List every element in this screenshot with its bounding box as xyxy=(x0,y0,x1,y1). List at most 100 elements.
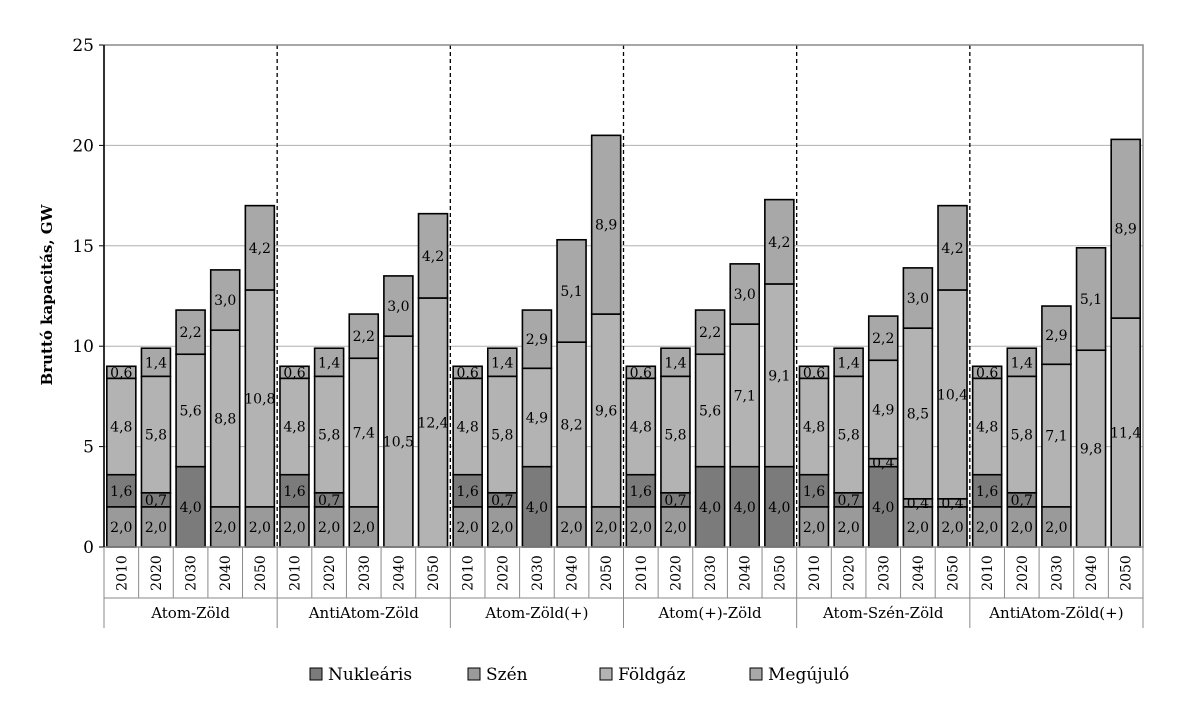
x-tick-label: 2020 xyxy=(842,555,858,591)
bar-segment xyxy=(625,365,657,380)
data-label: 9,1 xyxy=(768,368,790,384)
bar-segment xyxy=(764,198,795,285)
data-label: 2,0 xyxy=(1045,520,1067,536)
bar-segment xyxy=(1110,317,1141,548)
data-label: 1,6 xyxy=(283,484,305,500)
x-tick-label: 2010 xyxy=(461,555,477,591)
data-label: 10,8 xyxy=(244,391,275,407)
data-label: 2,0 xyxy=(595,520,617,536)
bar-segment xyxy=(660,347,691,378)
x-tick-label: 2040 xyxy=(391,555,407,591)
bar-segment xyxy=(279,377,310,476)
data-label: 4,2 xyxy=(768,235,790,251)
data-label: 5,8 xyxy=(664,428,686,444)
data-label: 2,0 xyxy=(283,520,305,536)
scenario-label: AntiAtom-Zöld(+) xyxy=(988,604,1123,622)
scenario-label: Atom-Zöld(+) xyxy=(484,604,588,622)
x-tick-label: 2030 xyxy=(184,555,200,591)
bar-segment xyxy=(279,365,310,380)
x-tick-label: 2040 xyxy=(565,555,581,591)
bars: 2,0 1,6 4,8 0,6 2,0 0,7 5,8 1,4 4,0 5,6 2,2 2,0 8,8 3… xyxy=(106,134,1141,548)
data-label: 4,0 xyxy=(872,500,894,516)
x-tick-label: 2020 xyxy=(495,555,511,591)
data-label: 4,8 xyxy=(110,420,132,436)
category-axis: 2010 2020 2030 2040 2050 Atom-Zöld 2010 2020 203… xyxy=(103,547,1144,628)
data-label: 11,4 xyxy=(1110,426,1141,442)
data-label: 4,8 xyxy=(630,420,652,436)
x-tick-label: 2030 xyxy=(1049,555,1065,591)
data-label: 3,0 xyxy=(387,299,409,315)
y-tick-label: 10 xyxy=(72,337,94,357)
data-label: 0,6 xyxy=(110,365,132,381)
data-label: 2,2 xyxy=(699,325,721,341)
data-label: 2,0 xyxy=(976,520,998,536)
x-tick-label: 2030 xyxy=(357,555,373,591)
data-label: 4,0 xyxy=(179,500,201,516)
data-label: 3,0 xyxy=(734,287,756,303)
data-label: 1,6 xyxy=(110,484,132,500)
x-tick-label: 2040 xyxy=(218,555,234,591)
data-label: 2,0 xyxy=(491,520,513,536)
data-label: 1,4 xyxy=(318,355,340,371)
data-label: 0,4 xyxy=(941,496,963,512)
bar-segment xyxy=(937,289,968,500)
bar-segment xyxy=(937,204,968,291)
x-tick-label: 2040 xyxy=(738,555,754,591)
data-label: 1,6 xyxy=(803,484,825,500)
bar-segment xyxy=(1006,375,1038,494)
bar-segment xyxy=(106,473,137,508)
data-label: 4,8 xyxy=(976,420,998,436)
bar-segment xyxy=(209,329,241,508)
x-tick-label: 2010 xyxy=(980,555,996,591)
data-label: 1,6 xyxy=(976,484,998,500)
data-label: 2,0 xyxy=(318,520,340,536)
data-label: 9,8 xyxy=(1080,442,1102,458)
data-label: 0,6 xyxy=(630,365,652,381)
bar-segment xyxy=(902,267,934,329)
data-label: 4,9 xyxy=(872,402,894,418)
x-tick-label: 2020 xyxy=(149,555,165,591)
bar-segment xyxy=(1110,138,1141,319)
data-label: 5,8 xyxy=(318,428,340,444)
x-tick-label: 2050 xyxy=(1119,555,1135,591)
bar-segment xyxy=(971,365,1003,380)
data-label: 8,5 xyxy=(907,406,929,422)
data-label: 2,0 xyxy=(907,520,929,536)
scenario-label: Atom(+)-Zöld xyxy=(658,604,762,622)
data-label: 8,2 xyxy=(560,418,582,434)
x-tick-label: 2010 xyxy=(634,555,650,591)
bar-segment xyxy=(694,309,726,356)
data-label: 4,8 xyxy=(283,420,305,436)
y-tick-label: 15 xyxy=(72,237,94,257)
data-label: 4,8 xyxy=(457,420,479,436)
data-label: 1,4 xyxy=(145,355,167,371)
legend-label: Szén xyxy=(486,665,528,685)
data-label: 0,7 xyxy=(1011,493,1033,509)
bar-segment xyxy=(590,134,622,315)
bar-segment xyxy=(971,506,1003,548)
legend-swatch xyxy=(309,667,323,681)
data-label: 2,9 xyxy=(1045,328,1067,344)
data-label: 0,7 xyxy=(664,493,686,509)
bar-segment xyxy=(209,269,241,331)
bar-segment xyxy=(383,275,414,337)
data-label: 1,4 xyxy=(837,355,859,371)
bar-segment xyxy=(486,375,518,494)
data-label: 4,0 xyxy=(699,500,721,516)
legend-swatch xyxy=(749,667,763,681)
bar-segment xyxy=(140,375,172,494)
bar-segment xyxy=(590,313,622,508)
y-axis-title: Bruttó kapacitás, GW xyxy=(38,203,56,385)
bar-segment xyxy=(971,377,1003,476)
legend-swatch xyxy=(467,667,481,681)
bar-segment xyxy=(625,506,657,548)
bar-segment xyxy=(106,506,137,548)
data-label: 0,6 xyxy=(976,365,998,381)
data-label: 3,0 xyxy=(907,291,929,307)
bar-segment xyxy=(867,315,899,362)
bar-segment xyxy=(452,377,483,476)
data-label: 0,6 xyxy=(457,365,479,381)
bar-segment xyxy=(140,347,172,378)
x-tick-label: 2030 xyxy=(703,555,719,591)
